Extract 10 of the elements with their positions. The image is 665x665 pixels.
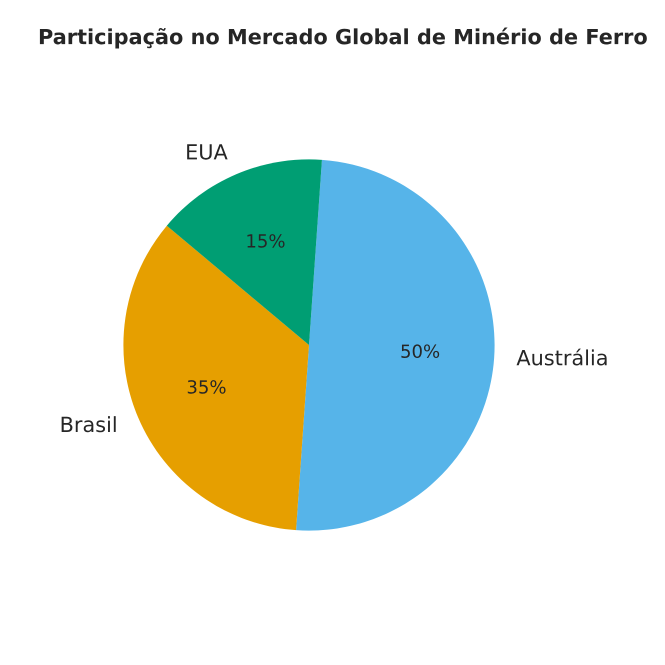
pie-slice [123, 226, 309, 530]
slice-label: Austrália [516, 348, 607, 366]
slice-label: EUA [187, 144, 228, 160]
slice-label: Brasil [62, 416, 116, 432]
chart-title: Participação no Mercado Global de Minério de Ferro [40, 28, 647, 48]
data-label: 15% [247, 234, 285, 248]
pie-slice [296, 160, 495, 531]
pie-slice [166, 159, 322, 345]
data-label: 35% [188, 380, 226, 394]
data-label: 50% [401, 344, 440, 358]
